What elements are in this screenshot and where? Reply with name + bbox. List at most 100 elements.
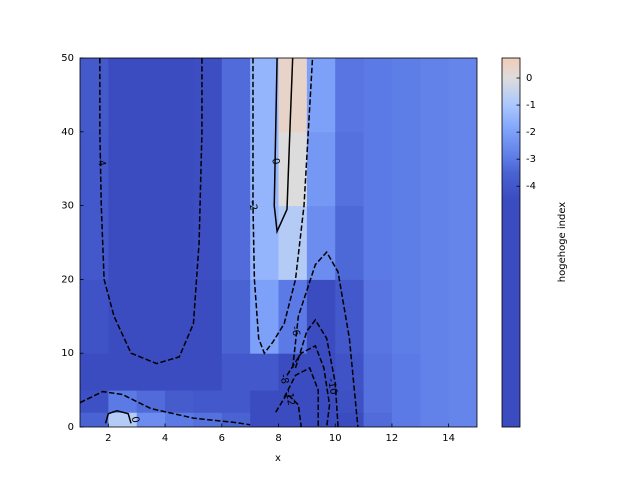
colorbar-strip	[502, 373, 520, 375]
colorbar-strip	[502, 287, 520, 289]
colorbar-strip	[502, 100, 520, 102]
colorbar-strip	[502, 88, 520, 90]
colorbar-strip	[502, 416, 520, 418]
colorbar-strip	[502, 222, 520, 224]
colorbar-strip	[502, 351, 520, 353]
contour-line	[252, 58, 314, 355]
colorbar-strip	[502, 211, 520, 213]
colorbar-strip	[502, 219, 520, 221]
colorbar-strip	[502, 370, 520, 372]
heatmap-cell	[221, 353, 251, 391]
contour-line	[273, 58, 294, 235]
colorbar-strip	[502, 147, 520, 149]
colorbar-strip	[502, 145, 520, 147]
colorbar-strip	[502, 394, 520, 396]
colorbar-strip	[502, 387, 520, 389]
colorbar-strip	[502, 404, 520, 406]
colorbar-strip	[502, 144, 520, 146]
colorbar-strip	[502, 112, 520, 114]
heatmap-cell	[193, 58, 223, 133]
heatmap-cell	[250, 58, 279, 133]
colorbar-strip	[502, 169, 520, 171]
heatmap-cell	[420, 58, 450, 133]
contour-label: -12	[283, 389, 297, 407]
colorbar-strip	[502, 71, 520, 73]
colorbar-strip	[502, 257, 520, 259]
colorbar-strip	[502, 425, 520, 427]
colorbar-strip	[502, 193, 520, 195]
colorbar-strip	[502, 192, 520, 194]
contour-line	[294, 318, 339, 427]
colorbar-strip	[502, 179, 520, 181]
colorbar-strip	[502, 218, 520, 220]
colorbar-strip	[502, 338, 520, 340]
colorbar-strip	[502, 104, 520, 106]
colorbar-strip	[502, 388, 520, 390]
heatmap-cell	[448, 279, 477, 354]
colorbar-strip	[502, 60, 520, 62]
colorbar-strip	[502, 381, 520, 383]
colorbar-strip	[502, 301, 520, 303]
colorbar-strip	[502, 149, 520, 151]
colorbar-strip	[502, 326, 520, 328]
colorbar-strip	[502, 320, 520, 322]
colorbar-strip	[502, 405, 520, 407]
heatmap-cell	[165, 390, 194, 413]
colorbar-strip	[502, 83, 520, 85]
colorbar-strip	[502, 217, 520, 219]
colorbar-strip	[502, 284, 520, 286]
colorbar-strip	[502, 117, 520, 119]
colorbar-strip	[502, 178, 520, 180]
colorbar-strip	[502, 250, 520, 252]
heatmap-cell	[391, 353, 421, 391]
colorbar-strip	[502, 65, 520, 67]
colorbar-strip	[502, 124, 520, 126]
colorbar-strip	[502, 310, 520, 312]
colorbar-strip	[502, 374, 520, 376]
heatmap-cell	[108, 58, 138, 133]
heatmap-cell	[80, 390, 109, 413]
colorbar-strip	[502, 274, 520, 276]
heatmap-cell	[80, 58, 109, 133]
heatmap-cell	[391, 279, 421, 354]
colorbar-strip	[502, 273, 520, 275]
colorbar-strip	[502, 272, 520, 274]
colorbar-strip	[502, 418, 520, 420]
heatmap-cell	[108, 205, 138, 280]
colorbar-strip	[502, 281, 520, 283]
colorbar-strip	[502, 113, 520, 115]
heatmap-cell	[448, 58, 477, 133]
colorbar-strip	[502, 290, 520, 292]
heatmap-cell	[108, 412, 138, 427]
colorbar-strip	[502, 385, 520, 387]
colorbar-strip	[502, 115, 520, 117]
colorbar-strip	[502, 159, 520, 161]
colorbar-strip	[502, 280, 520, 282]
colorbar-strip	[502, 143, 520, 145]
colorbar-strip	[502, 119, 520, 121]
colorbar-tick-label: -1	[526, 100, 536, 111]
colorbar-strip	[502, 86, 520, 88]
colorbar-strip	[502, 84, 520, 86]
colorbar-strip	[502, 357, 520, 359]
colorbar-strip	[502, 165, 520, 167]
colorbar-strip	[502, 247, 520, 249]
colorbar-strip	[502, 328, 520, 330]
y-tick-label: 0	[68, 422, 74, 433]
colorbar-strip	[502, 188, 520, 190]
heatmap-cell	[363, 412, 393, 427]
colorbar-strip	[502, 94, 520, 96]
x-tick-label: 6	[219, 433, 225, 444]
colorbar-strip	[502, 234, 520, 236]
heatmap-cell	[448, 131, 477, 207]
heatmap-cell	[136, 390, 166, 413]
colorbar-strip	[502, 278, 520, 280]
contour-label: -8	[277, 373, 290, 385]
colorbar-strip	[502, 255, 520, 257]
colorbar-strip	[502, 213, 520, 215]
colorbar-strip	[502, 315, 520, 317]
colorbar-strip	[502, 221, 520, 223]
colorbar-strip	[502, 194, 520, 196]
colorbar-strip	[502, 170, 520, 172]
contour-line	[80, 390, 251, 426]
